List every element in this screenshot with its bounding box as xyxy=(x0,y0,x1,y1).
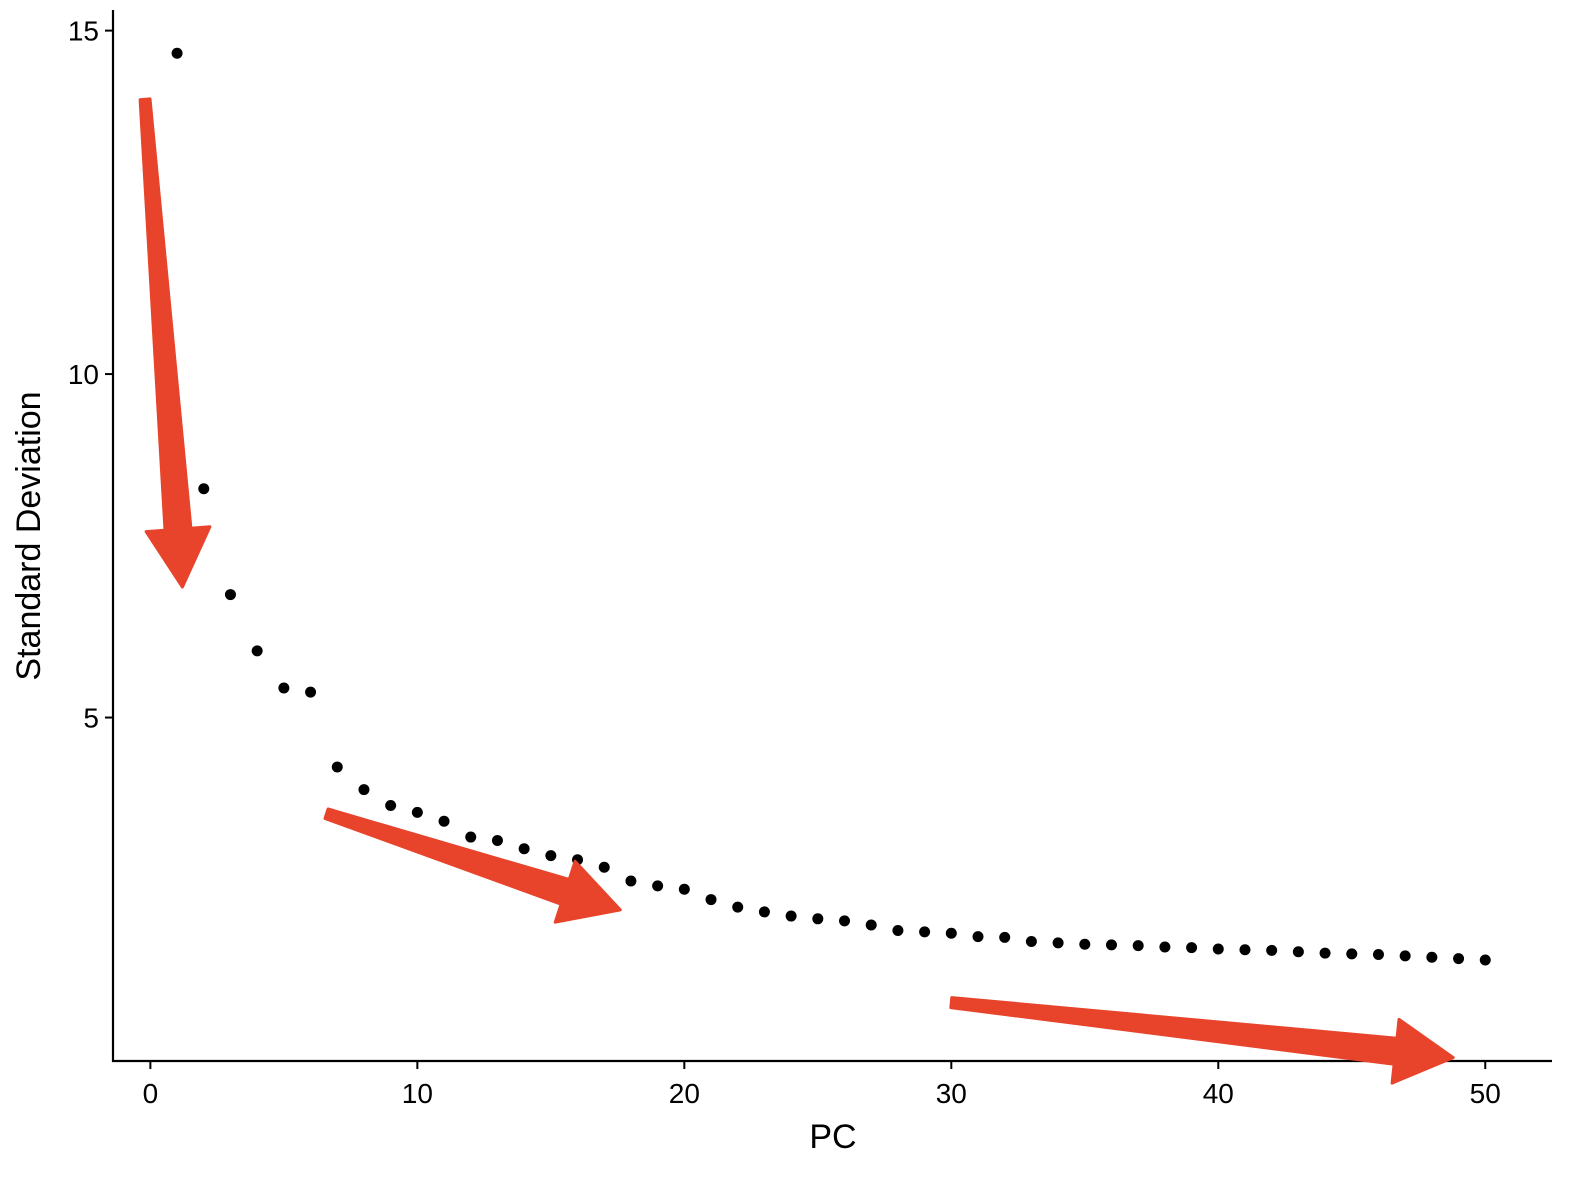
y-ticks: 5 10 15 xyxy=(68,16,113,734)
data-point xyxy=(678,883,690,895)
data-point xyxy=(1292,946,1304,958)
data-point xyxy=(892,924,904,936)
data-point xyxy=(705,894,717,906)
data-point xyxy=(1132,940,1144,952)
data-point xyxy=(972,931,984,943)
data-point xyxy=(305,686,317,698)
x-tick-label: 0 xyxy=(143,1078,159,1109)
data-point xyxy=(945,927,957,939)
data-point xyxy=(545,850,557,862)
data-point xyxy=(1319,947,1331,959)
data-point xyxy=(785,910,797,922)
data-point xyxy=(839,915,851,927)
x-tick-label: 20 xyxy=(669,1078,700,1109)
data-point xyxy=(1239,944,1251,956)
data-point xyxy=(224,589,236,601)
data-point xyxy=(1025,935,1037,947)
y-tick-label: 5 xyxy=(83,703,99,734)
data-point xyxy=(385,799,397,811)
data-point xyxy=(331,761,343,773)
y-tick-label: 15 xyxy=(68,16,99,47)
data-point xyxy=(1346,948,1358,960)
data-point xyxy=(1399,950,1411,962)
y-axis: 5 10 15 xyxy=(68,10,115,1062)
data-point xyxy=(865,919,877,931)
data-point xyxy=(1372,949,1384,961)
annotation-arrow xyxy=(138,97,212,589)
data-point xyxy=(598,861,610,873)
data-point xyxy=(1186,942,1198,954)
data-point xyxy=(732,901,744,913)
x-tick-label: 50 xyxy=(1470,1078,1501,1109)
data-point xyxy=(1105,939,1117,951)
data-point xyxy=(491,834,503,846)
data-point xyxy=(411,806,423,818)
x-axis: 0 10 20 30 40 50 xyxy=(112,1059,1552,1109)
x-tick-label: 40 xyxy=(1203,1078,1234,1109)
data-point xyxy=(1212,943,1224,955)
data-point xyxy=(1052,937,1064,949)
data-point xyxy=(465,831,477,843)
x-ticks: 0 10 20 30 40 50 xyxy=(143,1061,1501,1109)
data-point xyxy=(1426,951,1438,963)
data-point xyxy=(198,483,210,495)
data-point xyxy=(518,843,530,855)
data-point xyxy=(652,880,664,892)
data-point xyxy=(1159,941,1171,953)
x-tick-label: 30 xyxy=(936,1078,967,1109)
data-points xyxy=(171,47,1491,966)
y-tick-label: 10 xyxy=(68,359,99,390)
data-point xyxy=(999,931,1011,943)
x-tick-label: 10 xyxy=(402,1078,433,1109)
data-point xyxy=(1266,944,1278,956)
annotation-arrows xyxy=(138,97,1455,1085)
annotation-arrow xyxy=(949,996,1455,1085)
x-axis-title: PC xyxy=(809,1118,856,1156)
data-point xyxy=(1479,954,1491,966)
y-axis-title: Standard Deviation xyxy=(10,391,48,680)
data-point xyxy=(438,815,450,827)
data-point xyxy=(625,875,637,887)
data-point xyxy=(278,682,290,694)
data-point xyxy=(1453,953,1465,965)
data-point xyxy=(919,926,931,938)
annotation-arrow xyxy=(323,807,622,924)
data-point xyxy=(812,913,824,925)
data-point xyxy=(358,784,370,796)
data-point xyxy=(1079,938,1091,950)
data-point xyxy=(171,47,183,59)
data-point xyxy=(251,645,263,657)
data-point xyxy=(758,906,770,918)
